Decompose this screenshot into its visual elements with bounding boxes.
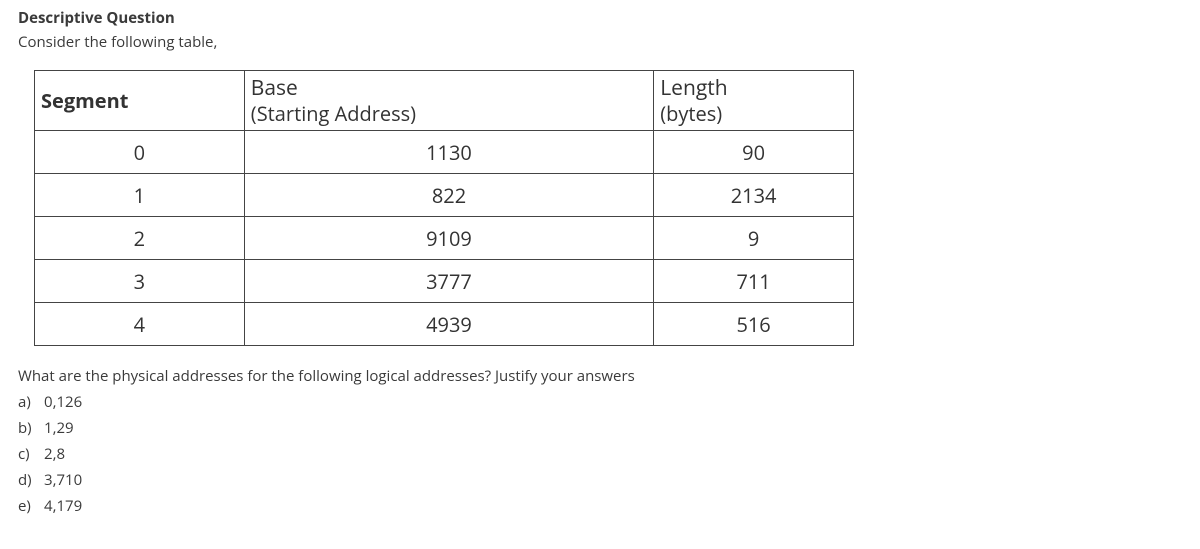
option-value: 2,8 (44, 444, 65, 464)
option-value: 3,710 (44, 470, 82, 490)
option-label: b) (18, 418, 44, 438)
cell-base: 9109 (244, 217, 653, 260)
cell-length: 516 (654, 303, 854, 346)
option-row: b) 1,29 (18, 418, 1178, 438)
option-row: d) 3,710 (18, 470, 1178, 490)
options-list: a) 0,126 b) 1,29 c) 2,8 d) 3,710 e) 4,17… (18, 392, 1178, 516)
option-label: a) (18, 392, 44, 412)
cell-length: 9 (654, 217, 854, 260)
col-header-base: Base (Starting Address) (244, 71, 653, 131)
option-value: 4,179 (44, 496, 82, 516)
cell-segment: 0 (35, 131, 245, 174)
table-header-row: Segment Base (Starting Address) Length (… (35, 71, 854, 131)
cell-segment: 4 (35, 303, 245, 346)
cell-segment: 2 (35, 217, 245, 260)
segment-table: Segment Base (Starting Address) Length (… (34, 70, 854, 346)
cell-segment: 1 (35, 174, 245, 217)
question-intro: Consider the following table, (18, 32, 1178, 52)
question-prompt: What are the physical addresses for the … (18, 366, 1178, 386)
cell-base: 3777 (244, 260, 653, 303)
segment-table-wrap: Segment Base (Starting Address) Length (… (34, 70, 1178, 346)
cell-length: 711 (654, 260, 854, 303)
option-row: a) 0,126 (18, 392, 1178, 412)
table-row: 3 3777 711 (35, 260, 854, 303)
col-header-base-line2: (Starting Address) (251, 101, 647, 126)
cell-segment: 3 (35, 260, 245, 303)
col-header-length-line1: Length (660, 74, 727, 102)
table-row: 0 1130 90 (35, 131, 854, 174)
col-header-length: Length (bytes) (654, 71, 854, 131)
col-header-length-line2: (bytes) (660, 101, 847, 126)
option-label: c) (18, 444, 44, 464)
option-label: d) (18, 470, 44, 490)
col-header-base-line1: Base (251, 74, 298, 102)
cell-base: 1130 (244, 131, 653, 174)
table-row: 4 4939 516 (35, 303, 854, 346)
col-header-segment: Segment (35, 71, 245, 131)
question-page: Descriptive Question Consider the follow… (0, 0, 1196, 542)
option-row: c) 2,8 (18, 444, 1178, 464)
cell-base: 4939 (244, 303, 653, 346)
table-row: 2 9109 9 (35, 217, 854, 260)
cell-length: 90 (654, 131, 854, 174)
table-row: 1 822 2134 (35, 174, 854, 217)
question-heading: Descriptive Question (18, 8, 1178, 28)
option-value: 1,29 (44, 418, 74, 438)
cell-length: 2134 (654, 174, 854, 217)
option-value: 0,126 (44, 392, 82, 412)
option-label: e) (18, 496, 44, 516)
option-row: e) 4,179 (18, 496, 1178, 516)
cell-base: 822 (244, 174, 653, 217)
